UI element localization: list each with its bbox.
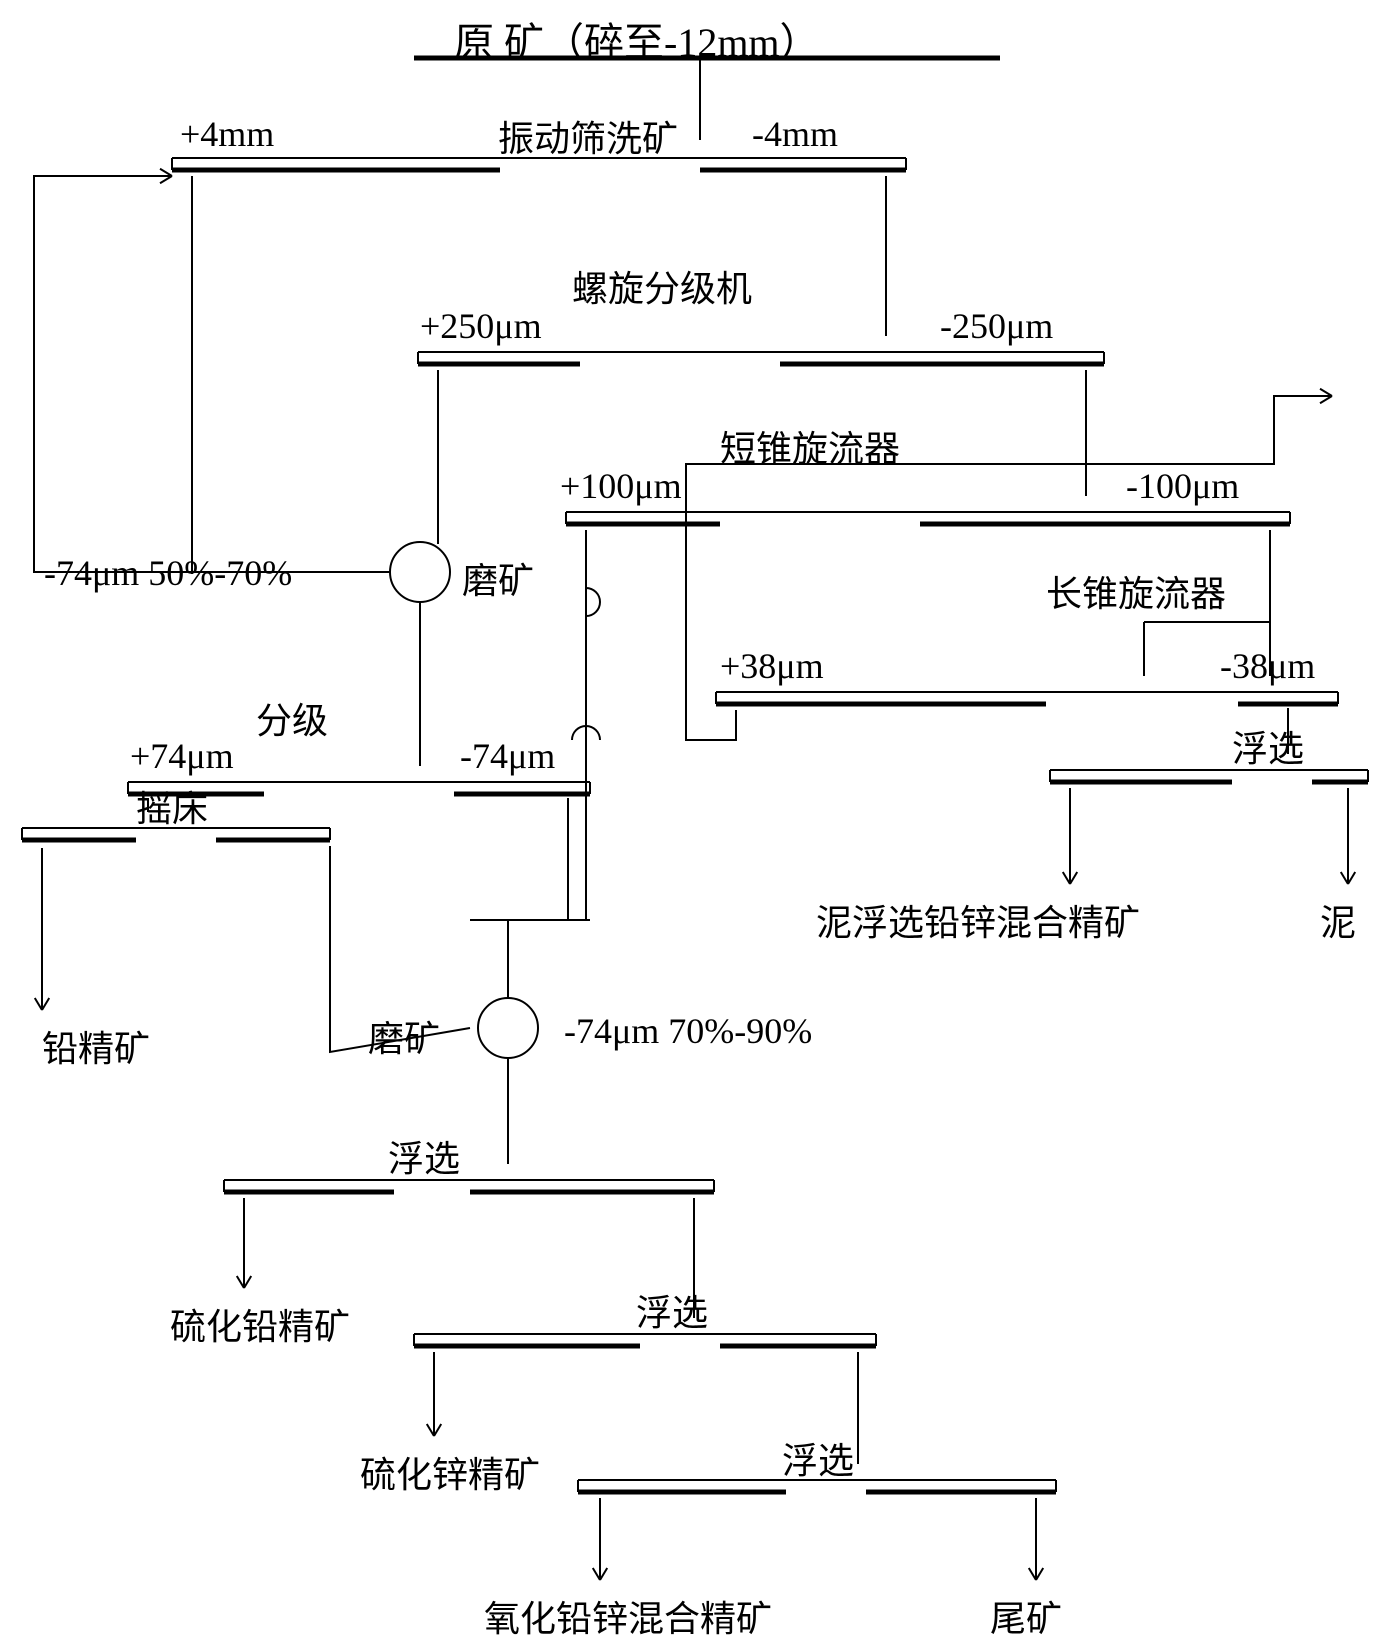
output-tail: 尾矿 bbox=[990, 1590, 1062, 1642]
output-ox_pbzn: 氧化铅锌混合精矿 bbox=[484, 1590, 772, 1642]
grind1-note: -74μm 50%-70% bbox=[44, 552, 292, 594]
output-sulf_zn: 硫化锌精矿 bbox=[360, 1446, 540, 1498]
minus38: -38μm bbox=[1220, 645, 1315, 687]
minus100: -100μm bbox=[1126, 465, 1239, 507]
plus74: +74μm bbox=[130, 735, 234, 777]
title: 原 矿（碎至-12mm） bbox=[454, 10, 820, 68]
step-vib-screen: 振动筛洗矿 bbox=[498, 110, 678, 162]
step-float-mud: 浮选 bbox=[1232, 720, 1304, 772]
step-classify: 分级 bbox=[256, 692, 328, 744]
output-mud_pbzn: 泥浮选铅锌混合精矿 bbox=[816, 894, 1140, 946]
plus100: +100μm bbox=[560, 465, 682, 507]
output-pb_conc: 铅精矿 bbox=[42, 1020, 150, 1072]
plus250: +250μm bbox=[420, 305, 542, 347]
plus38: +38μm bbox=[720, 645, 824, 687]
step-float1: 浮选 bbox=[388, 1130, 460, 1182]
plus4: +4mm bbox=[180, 113, 274, 155]
step-short-cone: 短锥旋流器 bbox=[720, 420, 900, 472]
step-float2: 浮选 bbox=[636, 1284, 708, 1336]
output-sulf_pb: 硫化铅精矿 bbox=[170, 1298, 350, 1350]
minus74: -74μm bbox=[460, 735, 555, 777]
minus4: -4mm bbox=[752, 113, 838, 155]
step-long-cone: 长锥旋流器 bbox=[1046, 565, 1226, 617]
grind2-note: -74μm 70%-90% bbox=[564, 1010, 812, 1052]
step-grind2: 磨矿 bbox=[368, 1010, 440, 1062]
minus250: -250μm bbox=[940, 305, 1053, 347]
output-mud: 泥 bbox=[1320, 894, 1356, 946]
step-spiral: 螺旋分级机 bbox=[572, 260, 752, 312]
step-shaker: 摇床 bbox=[136, 780, 208, 832]
step-grind1: 磨矿 bbox=[462, 552, 534, 604]
step-float3: 浮选 bbox=[782, 1432, 854, 1484]
